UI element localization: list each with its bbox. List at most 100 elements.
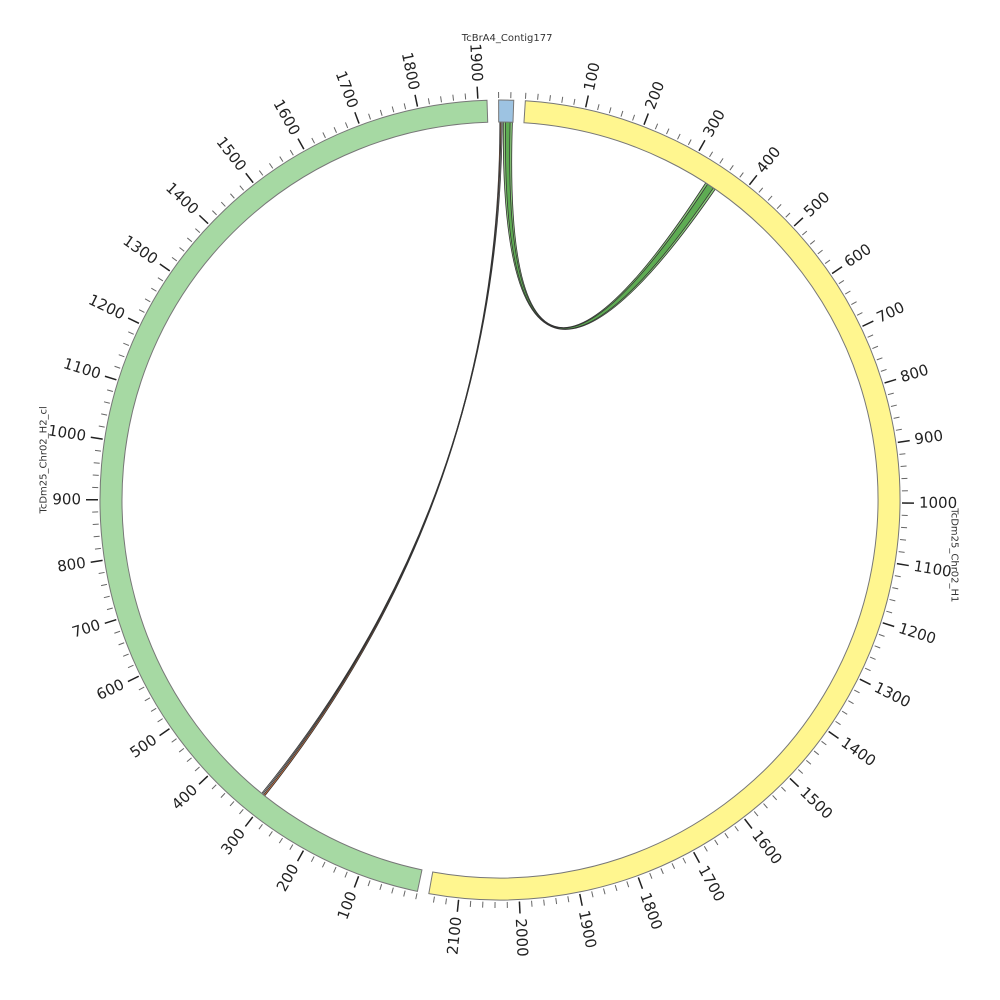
major-tick	[198, 214, 209, 225]
minor-tick	[555, 898, 558, 905]
minor-tick	[893, 416, 900, 419]
minor-tick	[874, 645, 881, 649]
minor-tick	[171, 738, 177, 743]
minor-tick	[123, 342, 130, 346]
minor-tick	[114, 365, 121, 369]
minor-tick	[367, 880, 371, 887]
minor-tick	[900, 539, 907, 541]
minor-tick	[767, 195, 773, 201]
minor-tick	[171, 256, 178, 262]
minor-tick	[118, 354, 125, 358]
tick-label: 1300	[871, 678, 913, 711]
minor-tick	[311, 137, 316, 144]
minor-tick	[220, 792, 226, 798]
major-tick	[579, 893, 583, 906]
minor-tick	[671, 863, 676, 869]
tick-label: 1600	[748, 827, 786, 868]
tick-label: 300	[217, 825, 249, 859]
minor-tick	[682, 857, 687, 864]
segment-label: TcDm25_Chr02_H2_cl	[39, 406, 50, 514]
minor-tick	[899, 453, 906, 455]
minor-tick	[824, 259, 831, 264]
minor-tick	[107, 389, 114, 392]
major-tick	[159, 263, 171, 272]
minor-tick	[278, 837, 283, 844]
minor-tick	[763, 803, 768, 809]
minor-tick	[734, 825, 739, 832]
tick-label: 100	[580, 61, 604, 93]
minor-tick	[758, 187, 764, 193]
minor-tick	[178, 747, 185, 753]
minor-tick	[464, 93, 467, 100]
tick-label: 1900	[466, 43, 486, 82]
minor-tick	[106, 607, 113, 611]
minor-tick	[709, 151, 714, 158]
minor-tick	[279, 156, 284, 162]
minor-tick	[391, 106, 395, 113]
tick-label: 700	[874, 298, 908, 327]
minor-tick	[797, 769, 804, 774]
minor-tick	[258, 824, 263, 830]
minor-tick	[543, 899, 545, 906]
minor-tick	[801, 230, 808, 236]
major-tick	[127, 317, 140, 324]
minor-tick	[269, 163, 274, 169]
minor-tick	[333, 127, 337, 133]
major-tick	[127, 675, 140, 683]
minor-tick	[289, 149, 294, 156]
minor-tick	[878, 633, 885, 637]
minor-tick	[739, 172, 744, 178]
tick-label: 500	[127, 731, 161, 762]
major-tick	[637, 877, 644, 889]
minor-tick	[892, 587, 899, 590]
tick-label: 300	[699, 106, 729, 140]
minor-tick	[838, 280, 845, 285]
minor-tick	[549, 95, 551, 102]
minor-tick	[258, 170, 264, 176]
minor-tick	[321, 861, 326, 868]
link-ribbon	[261, 121, 503, 795]
minor-tick	[898, 551, 905, 553]
minor-tick	[714, 839, 719, 846]
minor-tick	[93, 462, 100, 464]
minor-tick	[440, 96, 442, 103]
minor-tick	[890, 404, 897, 407]
tick-label: 200	[641, 79, 668, 112]
major-tick	[897, 439, 910, 444]
minor-tick	[150, 707, 157, 712]
major-tick	[245, 172, 254, 184]
minor-tick	[864, 667, 871, 672]
minor-tick	[848, 700, 854, 705]
minor-tick	[867, 334, 874, 338]
major-tick	[518, 901, 521, 914]
minor-tick	[452, 94, 455, 101]
minor-tick	[220, 201, 226, 207]
minor-tick	[127, 664, 134, 669]
major-tick	[882, 622, 895, 628]
minor-tick	[821, 740, 827, 746]
minor-tick	[626, 881, 630, 888]
minor-tick	[101, 413, 108, 416]
minor-tick	[772, 795, 778, 801]
tick-label: 900	[913, 426, 944, 448]
major-tick	[198, 775, 209, 785]
tick-label: 800	[56, 554, 87, 576]
tick-label: 100	[334, 889, 361, 922]
major-tick	[859, 678, 871, 686]
minor-tick	[817, 249, 823, 255]
minor-tick	[230, 193, 235, 199]
minor-tick	[93, 535, 100, 538]
minor-tick	[157, 718, 163, 723]
minor-tick	[660, 868, 664, 875]
major-tick	[104, 618, 117, 624]
major-tick	[159, 728, 170, 737]
minor-tick	[333, 866, 337, 873]
minor-tick	[344, 871, 348, 878]
minor-tick	[144, 298, 151, 303]
link-ribbon	[262, 121, 502, 797]
minor-tick	[561, 96, 564, 103]
minor-tick	[445, 898, 447, 905]
minor-tick	[114, 630, 121, 634]
minor-tick	[239, 185, 245, 191]
minor-tick	[391, 887, 394, 894]
